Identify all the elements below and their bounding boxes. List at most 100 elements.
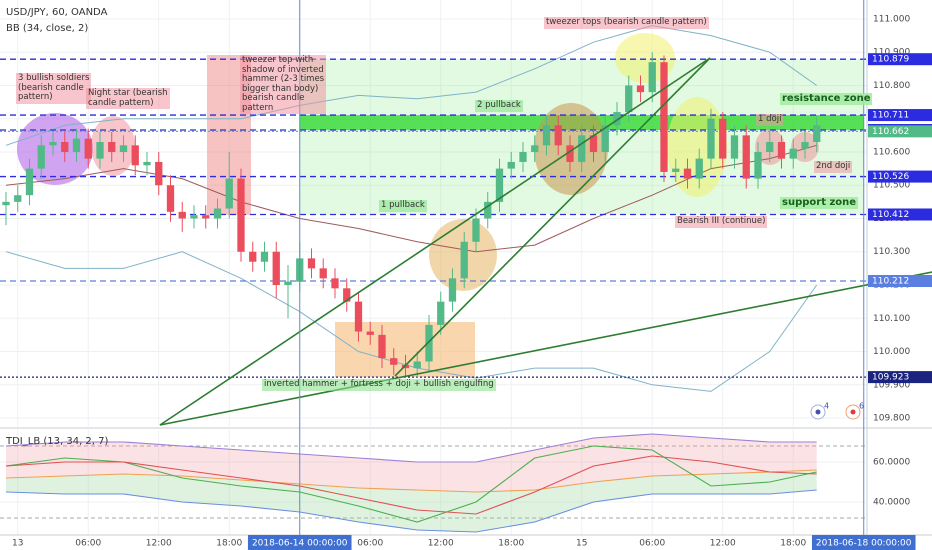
candle-body [108,142,116,152]
annotation: tweezer top with shadow of inverted hammer… [240,55,327,114]
candle-body [777,142,786,159]
price-label-bg [868,208,932,221]
candle-body [284,281,292,285]
price-label: 110.662 [872,127,909,137]
candle-body [625,85,633,113]
pattern-circle [667,97,727,197]
candle-body [766,142,774,152]
y-tick-label: 110.500 [873,181,910,191]
y-tick-label: 40.0000 [873,498,910,508]
candle-body [143,161,151,166]
candle-body [542,125,551,146]
candle-body [178,211,186,219]
price-label: 110.412 [872,210,909,220]
price-label-bg [868,109,932,122]
candle-body [789,148,797,159]
candle-body [613,112,621,126]
x-tick-label: 12:00 [710,539,736,549]
candle-body [484,201,492,219]
x-tick-label: 06:00 [639,539,665,549]
candle-body [660,62,668,172]
y-tick-label: 110.300 [873,247,910,257]
candle-body [202,215,210,219]
x-tick-label: 18:00 [498,539,524,549]
candle-body [225,178,233,209]
candle-body [260,251,269,262]
price-label: 110.212 [872,277,909,287]
tdi-line [5,455,817,515]
annotation: tweezer tops (bearish candle pattern) [544,17,709,29]
annotation: Night star (bearish candle pattern) [86,88,170,109]
candle-body [601,125,609,152]
x-tick-highlight [811,535,916,550]
candle-body [589,135,598,152]
pattern-circle [615,33,675,83]
candle-body [695,158,703,179]
candle-body [366,331,374,335]
x-tick-highlight [247,535,352,550]
candle-body [307,258,316,269]
y-tick-label: 110.100 [873,314,910,324]
candle-body [707,118,715,159]
candle-body [719,118,727,159]
candle-body [249,251,257,262]
candle-body [2,201,10,206]
y-tick-label: 110.800 [873,81,910,91]
candle-body [166,185,175,212]
tdi-line [5,433,817,463]
candle-body [272,251,280,285]
candle-body [213,208,222,219]
candle-body [648,62,656,93]
candle-body [460,241,468,279]
price-label: 110.711 [872,111,909,121]
price-label-bg [868,125,932,138]
bollinger-band [5,25,817,146]
price-label-bg [868,170,932,183]
indicator-label: TDI_LB (13, 34, 2, 7) [6,436,109,447]
candle-body [37,145,45,169]
y-tick-label: 109.800 [873,414,910,424]
zone-label: support zone [780,197,859,209]
candle-body [554,125,562,146]
candle-body [155,161,163,186]
y-tick-label: 111.000 [873,14,910,24]
candle-body [566,145,574,162]
candle-body [119,145,128,152]
trend-line [159,271,932,426]
indicator-label: BB (34, close, 2) [6,23,89,34]
event-dot [815,409,821,415]
candle-body [25,168,34,196]
tdi-line [5,489,817,533]
candle-body [319,268,327,279]
candle-body [683,168,692,179]
x-tick-label: 2018-06-18 00:00:00 [816,539,912,549]
y-tick-label: 109.900 [873,380,910,390]
candle-body [72,138,81,152]
candle-body [96,142,104,159]
annotation: 1 pullback [379,200,427,212]
candle-body [14,195,22,202]
candle-body [425,324,433,362]
candle-body [495,168,504,202]
price-label: 110.526 [872,172,909,182]
candle-body [49,142,57,146]
candle-body [354,301,363,332]
price-label-bg [868,275,932,288]
x-tick-label: 13 [12,539,23,549]
tdi-line [5,469,817,493]
candle-body [84,138,92,159]
y-tick-label: 60.0000 [873,458,910,468]
price-label: 109.923 [872,373,909,383]
annotation: 2nd doji [814,161,853,173]
candle-body [413,361,421,369]
band-fill [6,470,817,532]
annotation: inverted hammer + fortress + doji + bull… [262,379,496,391]
candle-body [519,151,527,162]
event-count: 6 [859,402,864,411]
event-dot [850,409,856,415]
chart-title: USD/JPY, 60, OANDA [6,7,108,18]
x-tick-label: 06:00 [75,539,101,549]
annotation: 2 pullback [475,100,523,112]
price-label-bg [868,371,932,384]
